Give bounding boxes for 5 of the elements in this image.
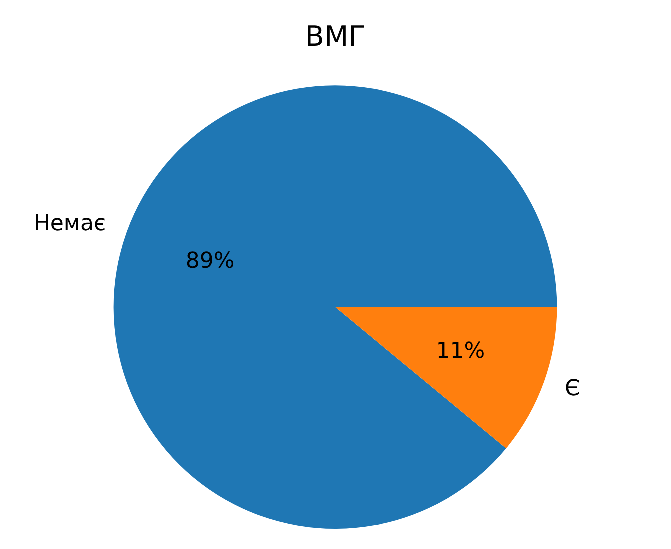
data-label: 89% [186, 248, 235, 274]
chart-title: ВМГ [305, 20, 366, 54]
slice-label: Є [564, 376, 580, 402]
slice-label: Немає [34, 211, 106, 236]
data-label: 11% [436, 339, 486, 364]
